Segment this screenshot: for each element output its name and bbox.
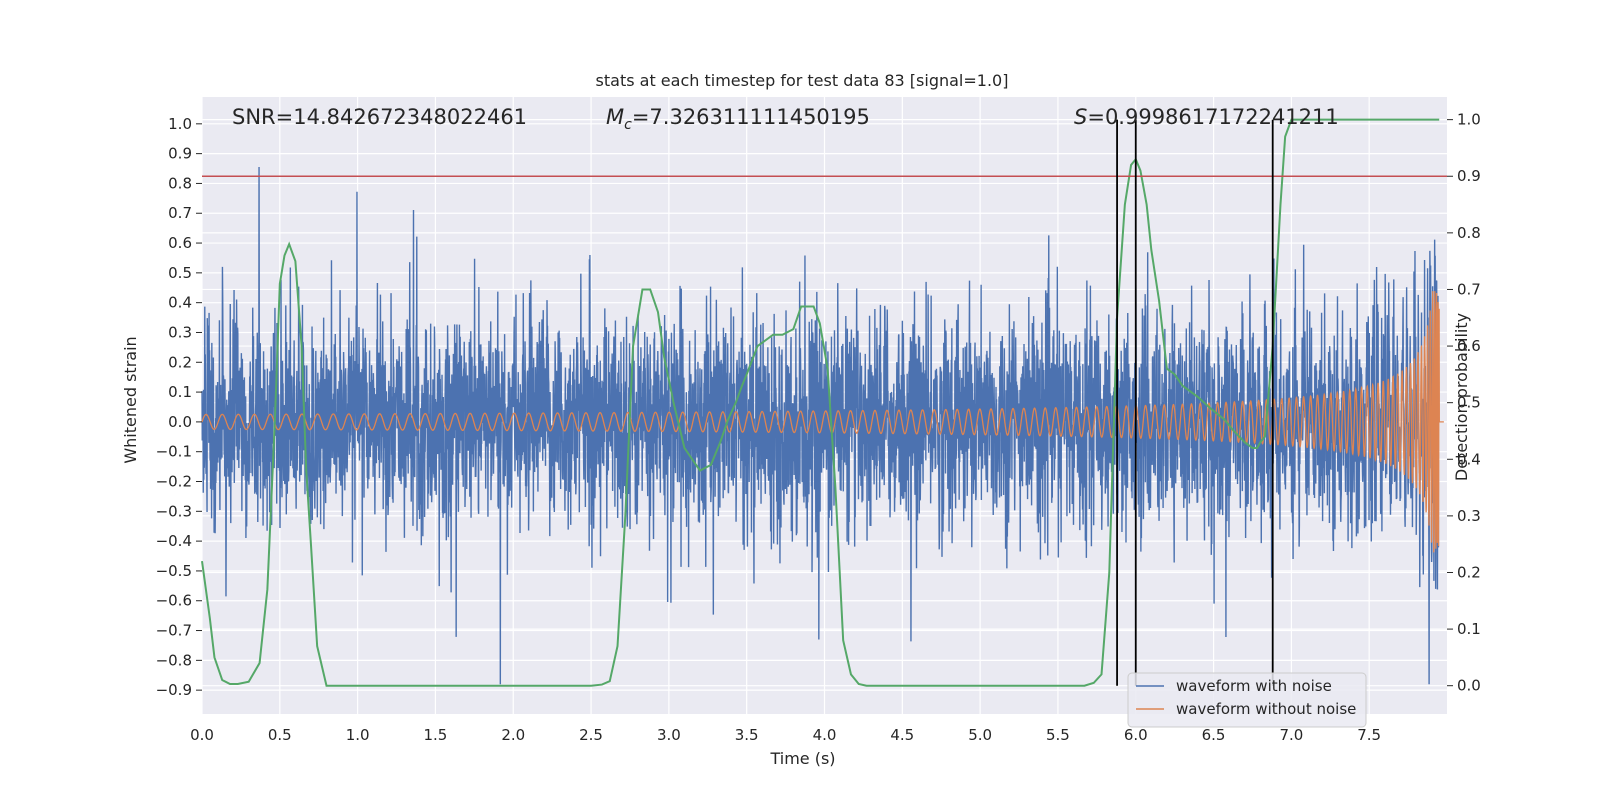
x-tick-label: 1.5 (424, 726, 448, 744)
y-right-tick-label: 0.4 (1457, 450, 1481, 468)
x-tick-label: 4.0 (813, 726, 837, 744)
y-right-tick-label: 0.8 (1457, 224, 1481, 242)
series-waveform-without-noise (201, 291, 1444, 553)
chirp-mass-subscript: c (624, 117, 632, 133)
y-axis-right-ticks: 1.0 0.9 0.8 0.7 0.6 0.5 0.4 0.3 0.2 0.1 0.0 (1447, 111, 1481, 695)
y-tick-label: −0.6 (156, 592, 192, 610)
y-tick-label: −0.1 (156, 443, 192, 461)
x-axis-ticks: 0.0 0.5 1.0 1.5 2.0 2.5 3.0 3.5 4.0 4.5 5.0 5.5 6.0 6… (190, 726, 1381, 744)
x-tick-label: 5.0 (968, 726, 992, 744)
legend-label-noise: waveform with noise (1176, 677, 1332, 695)
statistic-value: =0.9998617172241211 (1087, 105, 1338, 129)
y-tick-label: 0.8 (168, 174, 192, 192)
x-tick-label: 7.5 (1357, 726, 1381, 744)
y-right-tick-label: 0.0 (1457, 677, 1481, 695)
y-axis-right-label: Detection probability (1452, 313, 1471, 481)
x-tick-label: 6.0 (1124, 726, 1148, 744)
chirp-mass-value: =7.326311111450195 (632, 105, 870, 129)
detection-probability-line (201, 118, 1440, 687)
y-right-tick-label: 0.6 (1457, 337, 1481, 355)
x-axis-label: Time (s) (769, 749, 835, 768)
y-axis-ticks: 1.0 0.9 0.8 0.7 0.6 0.5 0.4 0.3 0.2 0.1 0.0 −0.1 −0.… (156, 115, 202, 699)
clean-waveform-line (201, 291, 1444, 553)
y-right-tick-label: 0.9 (1457, 167, 1481, 185)
x-tick-label: 5.5 (1046, 726, 1070, 744)
y-tick-label: −0.3 (156, 502, 192, 520)
x-tick-label: 6.5 (1202, 726, 1226, 744)
y-tick-label: −0.2 (156, 473, 192, 491)
y-right-tick-label: 0.2 (1457, 563, 1481, 581)
x-tick-label: 3.0 (657, 726, 681, 744)
y-axis-label: Whitened strain (121, 336, 140, 463)
y-right-tick-label: 1.0 (1457, 111, 1481, 129)
y-tick-label: 0.2 (168, 353, 192, 371)
y-tick-label: −0.8 (156, 651, 192, 669)
y-right-tick-label: 0.7 (1457, 280, 1481, 298)
y-tick-label: 0.4 (168, 294, 192, 312)
x-tick-label: 3.5 (735, 726, 759, 744)
y-tick-label: 0.0 (168, 413, 192, 431)
y-tick-label: −0.5 (156, 562, 192, 580)
y-tick-label: 0.7 (168, 204, 192, 222)
chirp-mass-annotation: Mc=7.326311111450195 (606, 105, 870, 133)
x-tick-label: 0.5 (268, 726, 292, 744)
x-tick-label: 2.0 (501, 726, 525, 744)
y-right-tick-label: 0.1 (1457, 620, 1481, 638)
statistic-symbol: S (1074, 105, 1087, 129)
x-tick-label: 0.0 (190, 726, 214, 744)
x-tick-label: 4.5 (890, 726, 914, 744)
legend-label-clean: waveform without noise (1176, 700, 1356, 718)
y-tick-label: −0.4 (156, 532, 192, 550)
y-tick-label: 0.5 (168, 264, 192, 282)
x-tick-label: 1.0 (346, 726, 370, 744)
legend-box (1127, 672, 1367, 728)
y-right-tick-label: 0.3 (1457, 507, 1481, 525)
y-tick-label: −0.9 (156, 681, 192, 699)
series-detection-probability (201, 118, 1440, 687)
x-tick-label: 2.5 (579, 726, 603, 744)
chirp-mass-symbol: M (606, 105, 624, 129)
legend: waveform with noise waveform without noi… (1127, 672, 1367, 728)
y-tick-label: 0.3 (168, 323, 192, 341)
y-tick-label: −0.7 (156, 622, 192, 640)
y-tick-label: 0.9 (168, 145, 192, 163)
y-right-tick-label: 0.5 (1457, 394, 1481, 412)
y-tick-label: 0.1 (168, 383, 192, 401)
snr-annotation: SNR=14.842672348022461 (232, 105, 527, 129)
y-tick-label: 0.6 (168, 234, 192, 252)
chart-title: stats at each timestep for test data 83 … (596, 71, 1009, 90)
reference-lines (202, 119, 1447, 686)
y-tick-label: 1.0 (168, 115, 192, 133)
plot-area (201, 97, 1447, 714)
statistic-annotation: S=0.9998617172241211 (1074, 105, 1339, 129)
x-tick-label: 7.0 (1279, 726, 1303, 744)
